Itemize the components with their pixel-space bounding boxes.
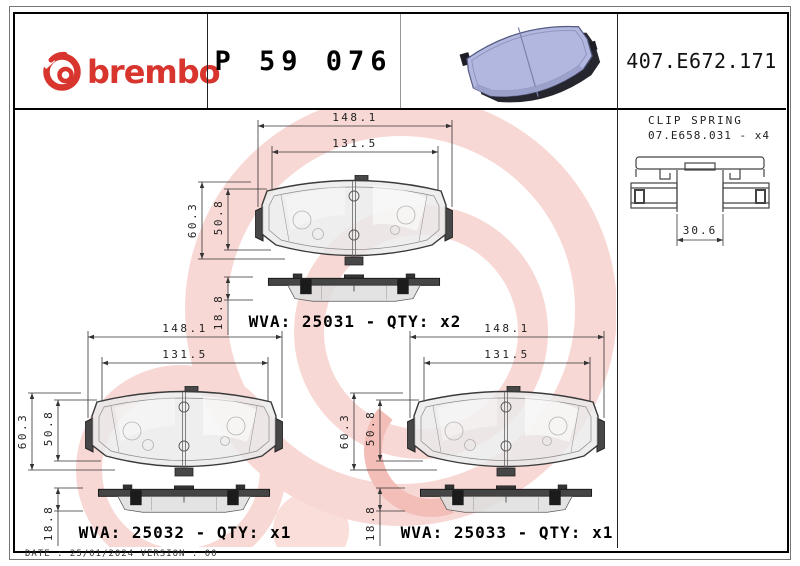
brake-pad-3d-image — [452, 14, 604, 108]
dim-pad-height: 50.8 — [212, 198, 225, 236]
clip-width-dimension: 30.6 — [682, 224, 718, 237]
dim-overall-height: 60.3 — [16, 412, 29, 450]
header-bottom-rule — [14, 108, 786, 110]
dim-overall-height: 60.3 — [186, 201, 199, 239]
right-panel-divider — [617, 14, 618, 548]
pad-drawing-3: 148.1 131.5 60.3 50.8 18.8 WVA: 25033 - … — [337, 318, 627, 550]
date-version-line: DATE : 25/01/2024 VERSION : 00 — [25, 549, 218, 559]
part-number: P 59 076 — [214, 45, 393, 77]
pad-drawing-1: 148.1 131.5 60.3 50.8 18.8 WVA: 25031 - … — [185, 107, 475, 339]
clip-spring-code: 07.E658.031 - x4 — [648, 129, 770, 142]
header-divider-2 — [400, 14, 401, 109]
clip-spring-graphic — [630, 156, 770, 246]
dim-pad-width: 131.5 — [332, 137, 378, 150]
dim-pad-width: 131.5 — [162, 348, 208, 361]
header-divider-1 — [207, 14, 208, 109]
dim-overall-width: 148.1 — [332, 111, 378, 124]
dim-pad-height: 50.8 — [364, 409, 377, 447]
brake-pad-3d-graphic — [459, 25, 601, 103]
dim-overall-width: 148.1 — [484, 322, 530, 335]
reference-number: 407.E672.171 — [626, 49, 777, 73]
brand-wordmark: brembo — [87, 53, 221, 91]
pad-drawing-2: 148.1 131.5 60.3 50.8 18.8 WVA: 25032 - … — [15, 318, 305, 550]
wva-label: WVA: 25033 - QTY: x1 — [400, 523, 614, 542]
brand-logo-cell: brembo — [15, 14, 221, 108]
dim-pad-width: 131.5 — [484, 348, 530, 361]
wva-label: WVA: 25031 - QTY: x2 — [248, 312, 462, 331]
drawing-frame — [13, 12, 789, 553]
dim-pad-height: 50.8 — [42, 409, 55, 447]
dim-overall-width: 148.1 — [162, 322, 208, 335]
clip-spring-title: CLIP SPRING — [648, 114, 743, 127]
page-outer-border — [9, 6, 791, 560]
clip-spring-drawing — [630, 150, 770, 248]
dim-overall-height: 60.3 — [338, 412, 351, 450]
wva-label: WVA: 25032 - QTY: x1 — [78, 523, 292, 542]
brembo-logo: brembo — [41, 50, 221, 94]
brembo-disc-icon — [41, 51, 81, 91]
